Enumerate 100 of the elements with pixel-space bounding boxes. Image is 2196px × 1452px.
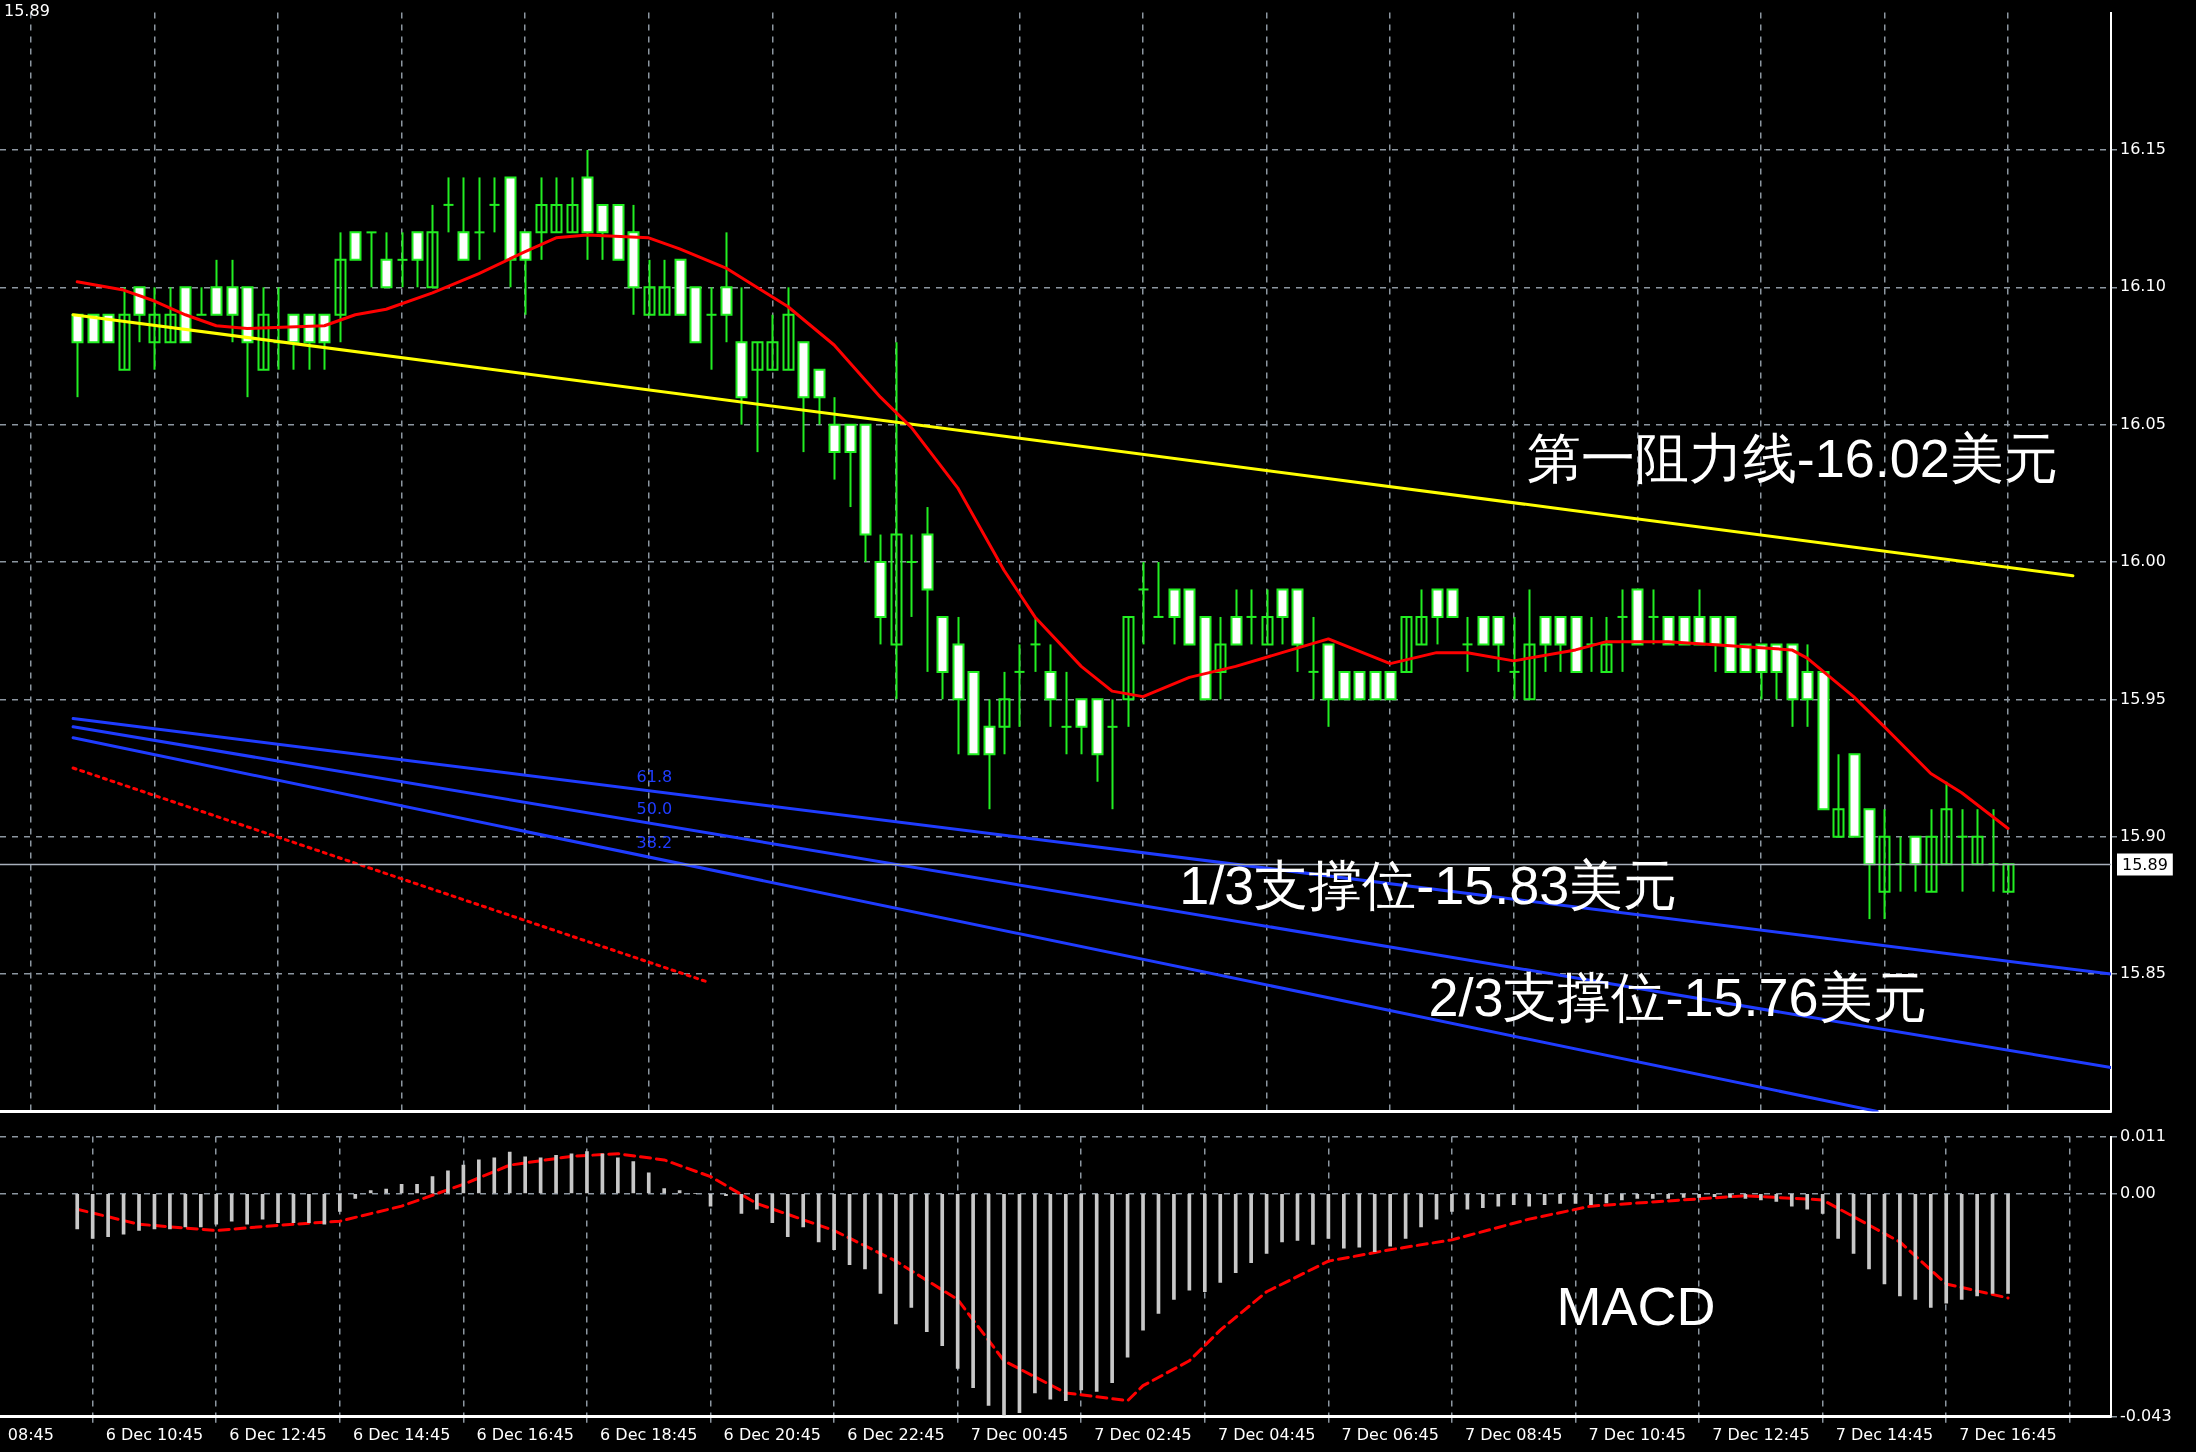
series-label: 61.8 — [636, 766, 673, 786]
candlestick — [148, 286, 161, 371]
bar — [646, 1172, 651, 1194]
bar — [785, 1194, 790, 1238]
bar — [1928, 1194, 1933, 1308]
bar — [1419, 1194, 1423, 1228]
y-tick-label: 0.00 — [2120, 1182, 2156, 1202]
bar — [245, 1194, 249, 1225]
bar — [1697, 1194, 1701, 1198]
candlestick — [1523, 588, 1536, 701]
bar — [924, 1194, 929, 1333]
annotation: 15.89 — [4, 1, 50, 21]
bar — [1774, 1194, 1779, 1202]
y-tick-label: 16.05 — [2120, 413, 2166, 433]
x-tick-label: 7 Dec 08:45 — [1465, 1424, 1563, 1444]
bar — [1975, 1194, 1979, 1297]
bar — [1789, 1194, 1794, 1207]
x-tick-label: 7 Dec 06:45 — [1341, 1424, 1439, 1444]
candlestick — [782, 286, 795, 371]
candlestick — [1245, 588, 1258, 646]
bar — [1372, 1194, 1377, 1253]
bar — [1898, 1194, 1902, 1297]
y-tick-label: 15.85 — [2120, 963, 2166, 983]
bar — [353, 1194, 358, 1199]
x-tick-label: 6 Dec 12:45 — [229, 1424, 327, 1444]
candlestick — [1616, 588, 1629, 673]
bar — [198, 1194, 203, 1228]
annotation: 第一阻力线-16.02美元 — [1526, 427, 2058, 488]
bar — [1280, 1194, 1284, 1243]
candlestick — [1137, 561, 1150, 646]
bar — [507, 1151, 512, 1194]
candlestick — [334, 231, 347, 344]
bar — [1867, 1194, 1871, 1270]
x-tick-label: 6 Dec 14:45 — [352, 1424, 451, 1444]
x-tick-label: 7 Dec 10:45 — [1588, 1424, 1687, 1444]
bar — [1620, 1194, 1624, 1201]
bar — [1666, 1194, 1671, 1199]
bar — [337, 1194, 342, 1212]
candlestick — [751, 341, 764, 454]
candlestick — [1600, 615, 1613, 673]
candlestick — [1971, 808, 1984, 866]
candlestick — [1106, 698, 1119, 811]
bar — [1527, 1194, 1532, 1207]
bar — [1141, 1194, 1145, 1331]
bar — [368, 1190, 373, 1194]
y-tick-label: 0.011 — [2120, 1125, 2166, 1145]
bar — [2006, 1194, 2010, 1294]
candlestick — [1214, 615, 1227, 701]
candlestick — [1647, 588, 1660, 646]
candlestick — [905, 533, 918, 618]
series-label: 38.2 — [636, 833, 673, 853]
candlestick — [1832, 753, 1845, 838]
bar — [1511, 1194, 1516, 1205]
bar — [662, 1188, 667, 1194]
candlestick — [658, 258, 671, 316]
candlestick — [365, 231, 378, 289]
candlestick — [550, 176, 563, 234]
candlestick — [195, 286, 208, 316]
candlestick — [643, 258, 656, 316]
candlestick — [1152, 561, 1165, 618]
bar — [770, 1194, 775, 1224]
candlestick — [998, 670, 1011, 756]
bar — [1728, 1194, 1732, 1198]
bar — [1496, 1194, 1501, 1207]
ref-line-label: 15.89 — [2122, 854, 2168, 874]
x-tick-label: 7 Dec 02:45 — [1094, 1424, 1192, 1444]
candlestick — [890, 341, 903, 701]
bar — [90, 1194, 95, 1239]
candlestick — [1925, 808, 1938, 893]
bar — [1172, 1194, 1176, 1300]
bar — [832, 1194, 836, 1251]
bar — [523, 1156, 528, 1194]
candlestick — [1508, 615, 1521, 701]
candlestick — [1122, 615, 1135, 728]
x-tick-label: 08:45 — [7, 1424, 54, 1444]
y-tick-label: 16.10 — [2120, 276, 2166, 296]
bar — [168, 1194, 172, 1230]
y-tick-label: 16.00 — [2120, 551, 2166, 571]
candlestick — [1956, 808, 1969, 893]
candlestick — [1013, 643, 1026, 728]
bar — [1635, 1194, 1640, 1199]
candlestick — [1415, 588, 1428, 646]
bar — [477, 1159, 481, 1194]
bar — [1110, 1194, 1114, 1383]
bar — [1342, 1194, 1346, 1249]
candlestick — [473, 176, 486, 261]
bar — [384, 1188, 388, 1194]
bar — [1481, 1194, 1485, 1209]
candlestick — [2002, 863, 2015, 893]
candlestick — [1307, 615, 1320, 701]
candlestick — [442, 176, 455, 234]
bar — [1388, 1194, 1392, 1247]
candlestick — [1400, 615, 1413, 673]
bar — [1202, 1194, 1207, 1293]
bar — [1805, 1194, 1810, 1210]
bar — [1589, 1194, 1593, 1205]
bar — [955, 1194, 960, 1369]
bar — [755, 1194, 759, 1210]
bar — [863, 1194, 867, 1270]
y-tick-label: 15.95 — [2120, 688, 2166, 708]
